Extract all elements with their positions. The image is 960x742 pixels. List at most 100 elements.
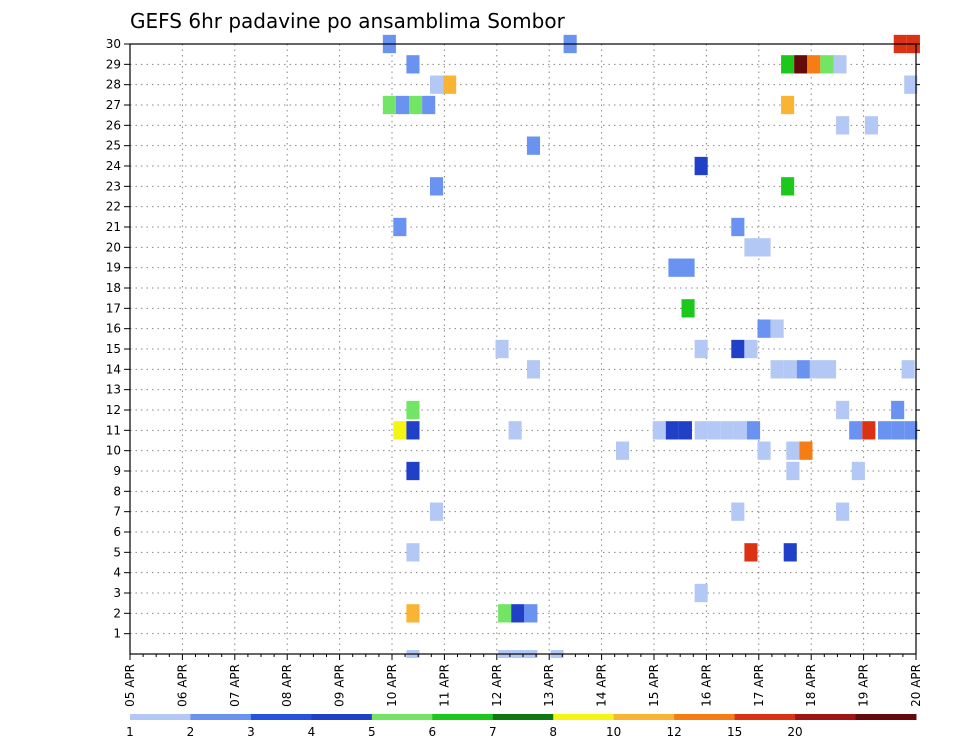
colorbar-segment — [130, 714, 191, 720]
precipitation-cells — [382, 34, 920, 658]
colorbar-label: 15 — [727, 725, 742, 739]
y-tick-label: 14 — [106, 362, 121, 376]
colorbar-label: 7 — [489, 725, 497, 739]
plot-frame — [129, 43, 917, 655]
precip-cell — [757, 238, 771, 257]
precip-cell — [878, 421, 892, 440]
colorbar-segment — [613, 714, 675, 720]
precip-cell — [731, 339, 745, 359]
x-tick-label: 14 APR — [595, 664, 609, 707]
precip-cell — [836, 116, 850, 135]
precip-cell — [864, 116, 879, 135]
precip-cell — [786, 441, 800, 460]
y-axis: 1234567891011121314151617181920212223242… — [106, 37, 920, 641]
precip-cell — [796, 360, 810, 379]
y-tick-label: 20 — [106, 240, 121, 254]
precip-cell — [409, 95, 423, 115]
precip-cell — [406, 400, 420, 420]
y-tick-label: 18 — [106, 281, 121, 295]
precip-cell — [616, 441, 630, 460]
precip-cell — [731, 217, 745, 237]
precip-cell — [720, 421, 734, 440]
x-tick-label: 08 APR — [280, 664, 294, 707]
precip-cell — [382, 95, 396, 115]
colorbar-segment — [795, 714, 857, 720]
precip-cell — [744, 543, 758, 562]
colorbar-label: 20 — [787, 725, 802, 739]
y-tick-label: 10 — [106, 444, 121, 458]
y-tick-label: 17 — [106, 301, 121, 315]
colorbar-segment — [250, 714, 312, 720]
x-tick-label: 16 APR — [699, 664, 713, 707]
precip-cell — [744, 238, 758, 257]
y-tick-label: 21 — [106, 220, 121, 234]
colorbar-label: 8 — [549, 725, 557, 739]
precip-cell — [678, 421, 692, 440]
x-tick-label: 13 APR — [542, 664, 556, 707]
y-tick-label: 15 — [106, 342, 121, 356]
precip-cell — [849, 421, 863, 440]
x-tick-label: 10 APR — [385, 664, 399, 707]
y-tick-label: 7 — [113, 505, 121, 519]
colorbar-segment — [190, 714, 252, 720]
precip-cell — [781, 55, 795, 74]
precip-cell — [694, 583, 708, 603]
y-tick-label: 4 — [113, 566, 121, 580]
precip-cell — [770, 360, 784, 379]
y-tick-label: 8 — [113, 484, 121, 498]
precip-cell — [665, 421, 679, 440]
precip-cell — [731, 502, 745, 521]
precip-cell — [681, 258, 695, 277]
chart-title: GEFS 6hr padavine po ansamblima Sombor — [130, 9, 566, 33]
precip-cell — [393, 217, 407, 237]
x-tick-label: 19 APR — [857, 664, 871, 707]
precip-cell — [393, 421, 407, 440]
precip-cell — [694, 339, 708, 359]
precip-cell — [406, 461, 420, 481]
x-tick-label: 06 APR — [175, 664, 189, 707]
precip-cell — [406, 604, 420, 623]
precip-cell — [498, 604, 512, 623]
colorbar-segment — [432, 714, 494, 720]
y-tick-label: 16 — [106, 322, 121, 336]
y-tick-label: 19 — [106, 261, 121, 275]
precip-cell — [807, 55, 821, 74]
y-tick-label: 27 — [106, 98, 121, 112]
y-tick-label: 13 — [106, 383, 121, 397]
precip-cell — [851, 461, 865, 481]
precip-cell — [429, 177, 444, 196]
colorbar-segment — [734, 714, 796, 720]
y-tick-label: 6 — [113, 525, 121, 539]
y-tick-label: 2 — [113, 606, 121, 620]
precip-cell — [833, 55, 847, 74]
precip-cell — [901, 360, 915, 379]
y-tick-label: 30 — [106, 37, 121, 51]
precip-cell — [836, 400, 850, 420]
colorbar-label: 10 — [606, 725, 621, 739]
colorbar-segment — [674, 714, 736, 720]
precip-cell — [681, 299, 695, 318]
precip-cell — [511, 604, 525, 623]
precip-cell — [786, 461, 800, 481]
precip-cell — [781, 177, 795, 196]
precip-cell — [809, 360, 823, 379]
precip-cell — [707, 421, 721, 440]
precip-cell — [508, 421, 522, 440]
precip-cell — [395, 95, 410, 115]
precip-cell — [406, 421, 420, 440]
precip-cell — [652, 421, 666, 440]
precip-cell — [744, 339, 758, 359]
y-tick-label: 28 — [106, 78, 121, 92]
colorbar-label: 2 — [187, 725, 195, 739]
y-tick-label: 25 — [106, 139, 121, 153]
colorbar-label: 1 — [126, 725, 134, 739]
precip-cell — [781, 95, 795, 115]
precip-cell — [429, 502, 444, 521]
x-tick-label: 17 APR — [752, 664, 766, 707]
precip-cell — [422, 95, 436, 115]
precip-cell — [783, 543, 797, 562]
x-tick-label: 09 APR — [333, 664, 347, 707]
precip-cell — [694, 156, 708, 176]
y-tick-label: 24 — [106, 159, 121, 173]
plot-grid — [130, 43, 916, 654]
